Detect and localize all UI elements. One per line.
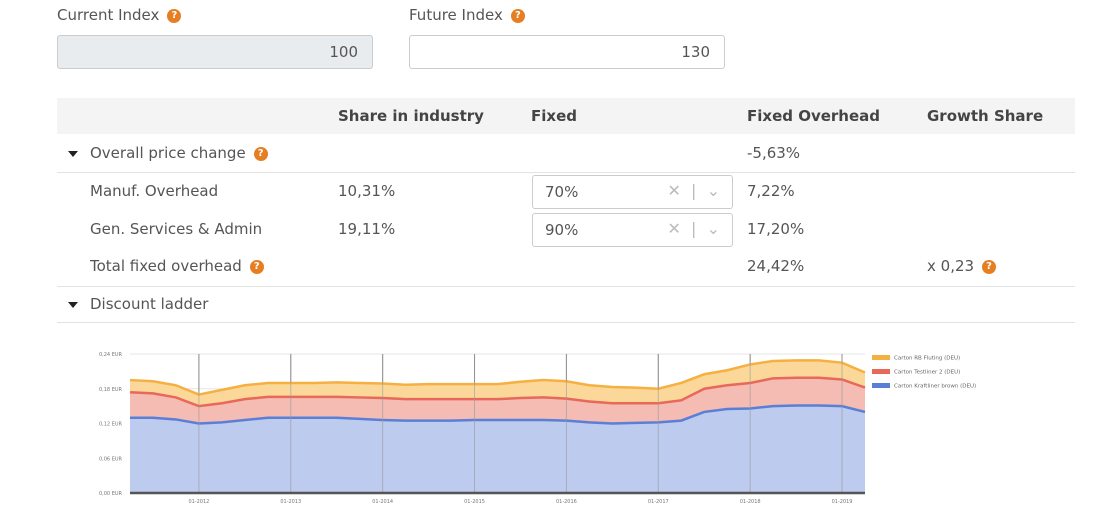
help-icon[interactable]: ? xyxy=(510,8,525,23)
y-tick-label: 0,00 EUR xyxy=(99,491,123,497)
cell: 7,22% xyxy=(747,182,795,200)
legend-swatch xyxy=(872,355,890,360)
help-icon[interactable]: ? xyxy=(253,146,268,161)
select-value: 90% xyxy=(545,221,579,239)
cell: 10,31% xyxy=(338,182,396,200)
select-value: 70% xyxy=(545,183,579,201)
cell: 19,11% xyxy=(338,220,396,238)
cell: x 0,23? xyxy=(927,257,997,275)
x-tick-label: 01-2014 xyxy=(372,499,393,505)
table-header xyxy=(57,98,1075,134)
cell: Total fixed overhead? xyxy=(90,257,264,275)
future-index-input[interactable]: 130 xyxy=(409,35,725,69)
field-label: Current Index? xyxy=(57,6,182,24)
label: Total fixed overhead xyxy=(90,257,242,275)
legend-label: Carton Testliner 2 (DEU) xyxy=(894,370,960,376)
select-controls[interactable]: ✕ | ⌄ xyxy=(667,181,720,200)
divider xyxy=(57,172,1075,173)
select-controls[interactable]: ✕ | ⌄ xyxy=(667,219,720,238)
x-tick-label: 01-2019 xyxy=(832,499,853,505)
divider xyxy=(57,322,1075,323)
y-tick-label: 0,24 EUR xyxy=(99,352,123,358)
x-tick-label: 01-2018 xyxy=(740,499,761,505)
help-icon[interactable]: ? xyxy=(167,8,182,23)
section-toggle[interactable]: Discount ladder xyxy=(68,295,208,313)
line xyxy=(129,376,866,408)
x-tick-label: 01-2015 xyxy=(464,499,485,505)
area xyxy=(130,405,865,493)
y-tick-label: 0,12 EUR xyxy=(99,422,123,428)
column-header: Growth Share xyxy=(927,107,1044,125)
cell: 24,42% xyxy=(747,257,805,275)
y-tick-label: 0,18 EUR xyxy=(99,387,123,393)
section-title: Overall price change xyxy=(90,144,246,162)
fixed-select[interactable]: 70% ✕ | ⌄ xyxy=(532,175,733,209)
column-header: Fixed xyxy=(531,107,577,125)
legend-label: Carton RB Fluting (DEU) xyxy=(894,356,960,362)
cell: 17,20% xyxy=(747,220,805,238)
chart: 0,00 EUR 0,06 EUR 0,12 EUR 0,18 EUR 0,24 EUR… xyxy=(99,352,976,505)
cell: -5,63% xyxy=(747,144,801,162)
current-index-input: 100 xyxy=(57,35,373,69)
x-tick-label: 01-2016 xyxy=(556,499,577,505)
section-title: Discount ladder xyxy=(90,295,209,313)
line xyxy=(130,404,866,425)
section-toggle[interactable]: Overall price change? xyxy=(68,144,268,162)
y-tick-label: 0,06 EUR xyxy=(99,456,123,462)
column-header: Fixed Overhead xyxy=(747,107,881,125)
legend-swatch xyxy=(872,383,890,388)
label: Current Index xyxy=(57,6,160,24)
legend-label: Carton Kraftliner brown (DEU) xyxy=(894,384,976,390)
label: x 0,23 xyxy=(927,257,975,275)
fixed-select[interactable]: 90% ✕ | ⌄ xyxy=(532,213,733,247)
x-tick-label: 01-2017 xyxy=(648,499,669,505)
help-icon[interactable]: ? xyxy=(982,259,997,274)
legend-swatch xyxy=(872,369,890,374)
field-label: Future Index? xyxy=(409,6,525,24)
line xyxy=(129,359,866,396)
cell: Manuf. Overhead xyxy=(90,182,219,200)
column-header: Share in industry xyxy=(338,107,484,125)
divider xyxy=(57,286,1075,287)
label: Future Index xyxy=(409,6,503,24)
x-tick-label: 01-2013 xyxy=(280,499,301,505)
help-icon[interactable]: ? xyxy=(249,259,264,274)
cell: Gen. Services & Admin xyxy=(90,220,263,238)
x-tick-label: 01-2012 xyxy=(188,499,209,505)
